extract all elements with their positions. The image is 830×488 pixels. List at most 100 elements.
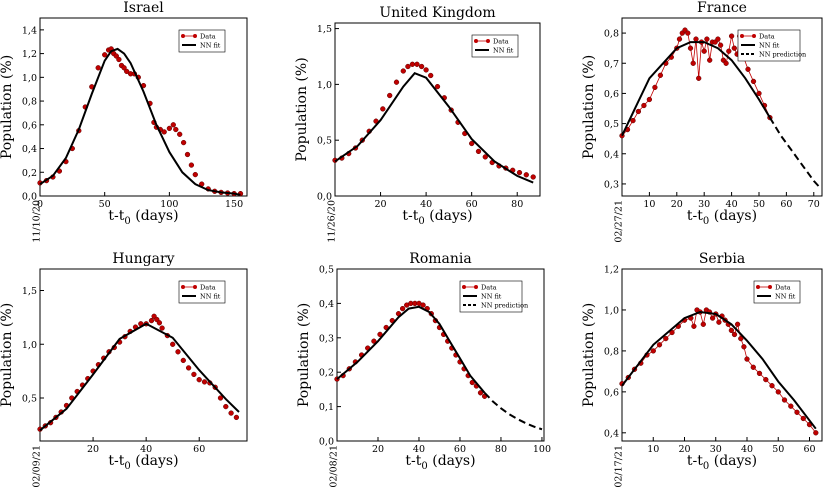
data-point bbox=[113, 53, 119, 59]
legend-box bbox=[471, 34, 519, 58]
y-tick-label: 1,2 bbox=[604, 265, 619, 276]
data-point bbox=[95, 65, 101, 71]
data-point bbox=[781, 397, 788, 403]
legend-data-label: Data bbox=[493, 37, 509, 45]
y-tick-label: 0,2 bbox=[22, 168, 37, 179]
data-point bbox=[523, 172, 529, 178]
data-point bbox=[180, 357, 186, 364]
y-tick-label: 0,4 bbox=[604, 428, 619, 439]
x-tick-label: 60 bbox=[780, 199, 792, 210]
data-point bbox=[371, 338, 377, 344]
data-point bbox=[690, 60, 696, 66]
data-point bbox=[769, 383, 775, 389]
data-point bbox=[656, 342, 663, 348]
start-date-label: 11/10/20 bbox=[31, 200, 42, 243]
x-axis-label-subscript: 0 bbox=[703, 461, 709, 472]
y-tick-label: 0,6 bbox=[604, 387, 619, 398]
data-point bbox=[788, 403, 794, 409]
data-point bbox=[420, 302, 426, 308]
data-point bbox=[750, 78, 757, 85]
y-tick-label: 0,3 bbox=[319, 333, 334, 344]
nn-fit-line bbox=[621, 310, 817, 430]
plot-frame bbox=[336, 268, 545, 442]
data-point bbox=[641, 102, 647, 109]
x-axis-label: t-t0 (days) bbox=[405, 453, 475, 472]
nn-fit-line bbox=[334, 72, 534, 184]
data-point bbox=[731, 331, 738, 338]
data-point bbox=[676, 36, 683, 42]
nn-fit-line bbox=[39, 322, 240, 432]
x-tick-label: 100 bbox=[160, 199, 178, 210]
plot-frame bbox=[334, 22, 541, 197]
legend-box bbox=[178, 280, 226, 304]
data-point bbox=[726, 48, 732, 54]
x-tick-label: 60 bbox=[803, 444, 815, 455]
data-point bbox=[387, 92, 393, 99]
y-tick-label: 1,4 bbox=[22, 25, 37, 36]
y-axis-label: Population (%) bbox=[581, 55, 597, 159]
y-tick-label: 0,0 bbox=[319, 437, 334, 448]
x-tick-label: 20 bbox=[375, 199, 387, 210]
x-tick-label: 50 bbox=[99, 199, 111, 210]
data-point bbox=[800, 415, 806, 422]
x-axis-label: t-t0 (days) bbox=[687, 208, 757, 227]
data-point bbox=[635, 108, 642, 115]
start-date-label: 02/08/21 bbox=[328, 445, 339, 488]
y-tick-label: 0,6 bbox=[22, 120, 37, 131]
legend-data-marker bbox=[193, 285, 197, 289]
legend-prediction-label: NN prediction bbox=[481, 301, 528, 309]
legend-data-marker bbox=[474, 285, 478, 289]
legend-data-marker bbox=[462, 285, 466, 289]
x-axis-label-main: t-t bbox=[405, 453, 421, 469]
x-tick-label: 20 bbox=[372, 444, 384, 455]
start-date-label: 11/26/20 bbox=[326, 200, 337, 243]
data-point bbox=[646, 96, 653, 103]
nn-fit-line bbox=[336, 305, 486, 394]
data-point bbox=[405, 63, 411, 70]
chart-panel-2: United Kingdom 20 40 60 80 0,0 0,5 1,0 1,5 11/26/… bbox=[294, 5, 541, 243]
data-point bbox=[469, 140, 475, 147]
x-tick-label: 80 bbox=[511, 199, 523, 210]
plot-frame bbox=[621, 17, 823, 197]
legend-fit-label: NN fit bbox=[493, 46, 514, 54]
legend-data-label: Data bbox=[200, 32, 216, 40]
y-tick-label: 0,6 bbox=[604, 89, 619, 100]
x-axis-label-subscript: 0 bbox=[124, 216, 130, 227]
data-point bbox=[794, 409, 800, 415]
x-axis-label: t-t0 (days) bbox=[108, 208, 178, 227]
x-tick-label: 70 bbox=[808, 199, 820, 210]
legend-data-marker bbox=[181, 34, 185, 38]
data-point bbox=[731, 45, 737, 51]
legend-data-label: Data bbox=[759, 32, 775, 40]
y-axis-label: Population (%) bbox=[581, 303, 597, 407]
x-tick-label: 50 bbox=[753, 199, 765, 210]
data-point bbox=[691, 323, 697, 329]
x-axis-label: t-t0 (days) bbox=[402, 208, 472, 227]
data-point bbox=[166, 125, 173, 132]
y-tick-label: 0,0 bbox=[317, 192, 332, 203]
data-point bbox=[177, 131, 183, 137]
data-point bbox=[116, 56, 122, 63]
data-point bbox=[482, 154, 488, 160]
chart-title: France bbox=[697, 0, 747, 16]
data-point bbox=[709, 315, 716, 321]
data-point bbox=[728, 33, 735, 39]
y-tick-label: 0,8 bbox=[604, 346, 619, 357]
y-tick-label: 1,0 bbox=[317, 80, 332, 91]
y-tick-label: 1,0 bbox=[604, 305, 619, 316]
legend-prediction-label: NN prediction bbox=[759, 50, 806, 58]
x-tick-label: 40 bbox=[741, 444, 753, 455]
x-tick-label: 20 bbox=[671, 199, 683, 210]
start-date-label: 02/27/21 bbox=[613, 200, 624, 243]
chart-title: Israel bbox=[123, 0, 164, 16]
data-point bbox=[775, 389, 781, 395]
y-axis-label: Population (%) bbox=[0, 303, 15, 407]
x-tick-label: 60 bbox=[466, 199, 478, 210]
legend-data-marker bbox=[752, 34, 756, 38]
x-tick-label: 100 bbox=[533, 444, 551, 455]
